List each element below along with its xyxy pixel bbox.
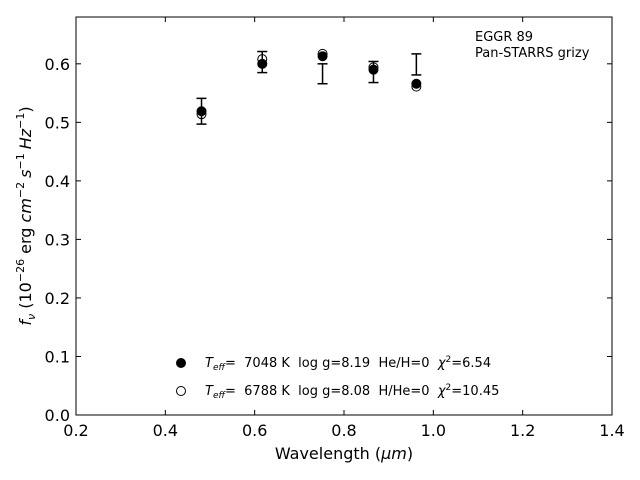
observed-photometry bbox=[196, 50, 422, 125]
x-tick-label: 0.6 bbox=[242, 421, 267, 440]
legend-marker-open bbox=[176, 386, 186, 396]
y-tick-label: 0.3 bbox=[45, 230, 70, 249]
legend: Teff= 7048 K log g=8.19 He/H=0 χ2=6.54 T… bbox=[176, 355, 499, 401]
open-model-point bbox=[196, 109, 207, 120]
annotation-survey: Pan-STARRS grizy bbox=[475, 46, 590, 61]
annotation-object: EGGR 89 bbox=[475, 30, 533, 45]
model-points bbox=[196, 48, 422, 120]
filled-model-point bbox=[368, 64, 379, 75]
filled-model-point bbox=[411, 78, 422, 89]
filled-model-point bbox=[196, 106, 207, 117]
legend-entry-2: Teff= 6788 K log g=8.08 H/He=0 χ2=10.45 bbox=[205, 383, 499, 401]
x-axis-label: Wavelength (μm) bbox=[275, 444, 413, 463]
y-tick-label: 0.1 bbox=[45, 347, 70, 366]
x-tick-label: 1.0 bbox=[421, 421, 446, 440]
x-tick-label: 0.2 bbox=[63, 421, 88, 440]
y-tick-label: 0.6 bbox=[45, 55, 70, 74]
y-tick-label: 0.4 bbox=[45, 172, 70, 191]
open-model-point bbox=[257, 54, 268, 65]
y-axis: 0.0 0.1 0.2 0.3 0.4 0.5 0.6 bbox=[45, 55, 612, 425]
open-model-point bbox=[317, 48, 328, 59]
x-axis: 0.2 0.4 0.6 0.8 1.0 1.2 1.4 bbox=[63, 17, 625, 440]
legend-entry-1: Teff= 7048 K log g=8.19 He/H=0 χ2=6.54 bbox=[205, 355, 491, 373]
y-tick-label: 0.0 bbox=[45, 406, 70, 425]
open-model-point bbox=[411, 81, 422, 92]
legend-marker-filled bbox=[176, 358, 186, 368]
filled-model-point bbox=[317, 51, 328, 62]
x-tick-label: 1.4 bbox=[599, 421, 624, 440]
y-tick-label: 0.5 bbox=[45, 113, 70, 132]
y-axis-label: fν (10−26 erg cm−2s−1Hz−1) bbox=[14, 106, 38, 325]
x-tick-label: 0.8 bbox=[331, 421, 356, 440]
x-tick-label: 0.4 bbox=[153, 421, 178, 440]
x-tick-label: 1.2 bbox=[510, 421, 535, 440]
y-tick-label: 0.2 bbox=[45, 289, 70, 308]
open-model-point bbox=[368, 62, 379, 73]
